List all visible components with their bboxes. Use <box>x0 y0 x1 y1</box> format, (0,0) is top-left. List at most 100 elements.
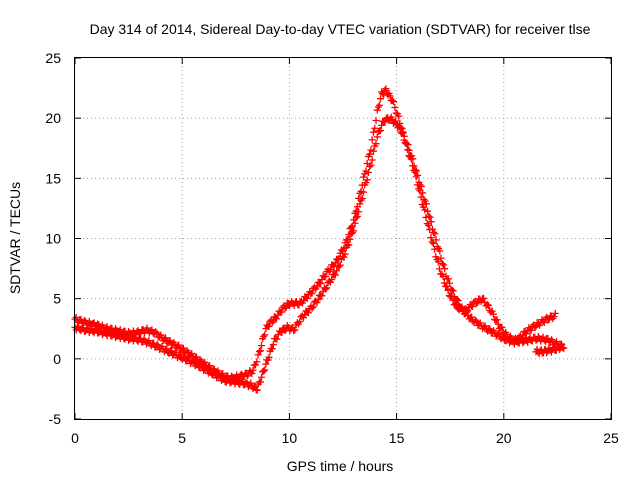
data-point <box>179 344 187 352</box>
data-point <box>202 364 210 372</box>
data-point <box>340 253 348 261</box>
data-point <box>375 101 383 109</box>
data-point <box>90 319 98 327</box>
data-point <box>326 266 334 274</box>
data-point <box>299 314 307 322</box>
data-point <box>364 168 372 176</box>
data-point <box>273 335 281 343</box>
x-tick-label: 25 <box>603 430 619 446</box>
data-point <box>228 372 236 380</box>
data-point <box>405 146 413 154</box>
data-point <box>153 341 161 349</box>
data-point <box>355 208 363 216</box>
data-point <box>484 301 492 309</box>
data-point <box>351 219 359 227</box>
data-point <box>132 333 140 341</box>
data-point <box>547 348 555 356</box>
data-point <box>109 329 117 337</box>
data-point <box>96 326 104 334</box>
data-point <box>528 337 536 345</box>
data-point <box>318 292 326 300</box>
data-point <box>265 353 273 361</box>
data-point <box>438 260 446 268</box>
data-point <box>322 285 330 293</box>
x-axis-label: GPS time / hours <box>287 458 394 474</box>
data-point <box>278 308 286 316</box>
data-point <box>556 345 564 353</box>
data-point <box>551 309 559 317</box>
data-point <box>369 128 377 136</box>
data-point <box>296 318 304 326</box>
data-point <box>427 218 435 226</box>
data-point <box>363 176 371 184</box>
data-point <box>341 250 349 258</box>
data-point <box>220 374 228 382</box>
data-point <box>449 287 457 295</box>
y-tick-label: 15 <box>45 170 61 186</box>
data-point <box>557 344 565 352</box>
data-point <box>424 221 432 229</box>
data-point <box>386 92 394 100</box>
data-point <box>413 167 421 175</box>
data-point <box>431 230 439 238</box>
data-point <box>486 325 494 333</box>
data-point <box>304 309 312 317</box>
data-point <box>72 313 80 321</box>
data-point <box>481 322 489 330</box>
data-point <box>372 140 380 148</box>
data-point <box>152 328 160 336</box>
data-point <box>291 326 299 334</box>
data-point <box>233 376 241 384</box>
data-point <box>531 323 539 331</box>
data-point <box>419 189 427 197</box>
data-point <box>106 328 114 336</box>
data-point <box>483 301 491 309</box>
data-point <box>388 97 396 105</box>
data-point <box>322 272 330 280</box>
data-point <box>98 331 106 339</box>
data-point <box>103 323 111 331</box>
data-point <box>352 214 360 222</box>
data-point <box>260 332 268 340</box>
data-point <box>258 342 266 350</box>
data-point <box>314 296 322 304</box>
data-point <box>429 239 437 247</box>
data-point <box>417 183 425 191</box>
data-point <box>446 279 454 287</box>
data-point <box>81 316 89 324</box>
plot-frame <box>74 57 612 420</box>
data-point <box>480 294 488 302</box>
data-point <box>372 117 380 125</box>
data-point <box>432 236 440 244</box>
data-point <box>545 316 553 324</box>
data-point <box>261 331 269 339</box>
data-point <box>495 329 503 337</box>
y-axis-label: SDTVAR / TECUs <box>7 182 23 294</box>
data-point <box>273 315 281 323</box>
data-point <box>335 263 343 271</box>
data-point <box>357 196 365 204</box>
data-point <box>336 261 344 269</box>
data-point <box>254 351 262 359</box>
data-point <box>439 261 447 269</box>
data-point <box>377 95 385 103</box>
data-point <box>207 367 215 375</box>
data-point <box>192 353 200 361</box>
data-point <box>358 194 366 202</box>
grid-lines <box>75 58 611 419</box>
data-point <box>430 229 438 237</box>
data-point <box>344 241 352 249</box>
y-tick-label: 5 <box>53 291 61 307</box>
data-point <box>427 234 435 242</box>
data-point <box>262 360 270 368</box>
data-point <box>437 254 445 262</box>
data-point <box>261 366 269 374</box>
data-point <box>313 299 321 307</box>
data-point <box>153 329 161 337</box>
data-point <box>281 304 289 312</box>
data-point <box>390 98 398 106</box>
data-point <box>194 359 202 367</box>
data-point <box>552 347 560 355</box>
data-point <box>373 106 381 114</box>
x-tick-label: 15 <box>389 430 405 446</box>
